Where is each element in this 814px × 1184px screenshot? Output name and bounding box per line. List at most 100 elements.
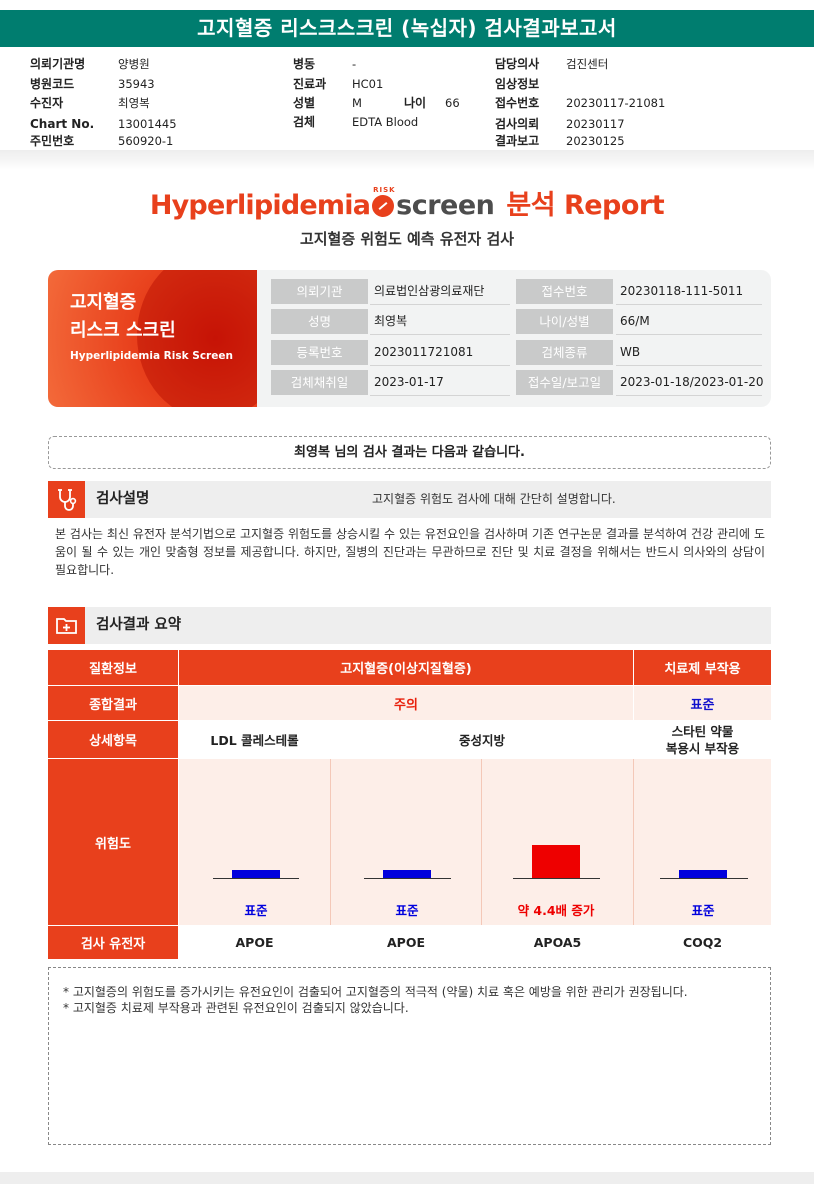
header-value-institution: 양병원 <box>118 57 150 71</box>
detail-statin-line2: 복용시 부작용 <box>665 740 740 756</box>
header-label-age: 나이 <box>404 96 427 110</box>
info-value-receipt-no: 20230118-111-5011 <box>620 284 744 298</box>
detail-statin-line1: 스타틴 약물 <box>671 723 734 739</box>
row-label-overall-result: 종합결과 <box>48 686 178 720</box>
info-value-receipt-report-date: 2023-01-18/2023-01-20 <box>620 375 764 389</box>
risk-level-label: 표준 <box>691 903 715 918</box>
header-label-ward: 병동 <box>293 57 316 71</box>
info-value-name: 최영복 <box>374 314 408 328</box>
risk-bar <box>679 870 727 878</box>
info-underline <box>370 304 510 305</box>
disease-main-header: 고지혈증(이상지질혈증) <box>179 650 633 685</box>
page-footer-band <box>0 1172 814 1184</box>
header-label-chart-no: Chart No. <box>30 117 95 131</box>
info-label-specimen-type: 검체종류 <box>516 340 613 365</box>
info-underline <box>370 334 510 335</box>
row-label-detail-items: 상세항목 <box>48 721 178 758</box>
gene-statin: COQ2 <box>634 926 771 959</box>
banner-title-line1: 고지혈증 <box>70 292 137 313</box>
header-value-resident-no: 560920-1 <box>118 134 174 148</box>
header-label-clinical-info: 임상정보 <box>495 77 540 91</box>
gene-ldl: APOE <box>179 926 330 959</box>
info-label-receipt-no: 접수번호 <box>516 279 613 304</box>
risk-bar <box>383 870 431 878</box>
section-title-summary: 검사결과 요약 <box>96 617 182 633</box>
info-label-age-sex: 나이/성별 <box>516 309 613 334</box>
header-value-report-date: 20230125 <box>566 134 625 148</box>
header-value-receipt-no: 20230117-21081 <box>566 96 666 110</box>
note-item: * 고지혈증 치료제 부작용과 관련된 유전요인이 검출되지 않았습니다. <box>63 1001 409 1015</box>
stethoscope-icon <box>48 481 85 518</box>
info-underline <box>370 365 510 366</box>
header-label-resident-no: 주민번호 <box>30 134 75 148</box>
info-label-institution: 의뢰기관 <box>271 279 368 304</box>
info-value-specimen-type: WB <box>620 345 641 359</box>
header-label-sex: 성별 <box>293 96 316 110</box>
result-greeting: 최영복 님의 검사 결과는 다음과 같습니다. <box>48 436 771 469</box>
logo-word-screen: screen <box>396 190 495 221</box>
info-underline <box>616 334 762 335</box>
logo-word-hyperlipidemia: Hyperlipidemia <box>149 190 371 221</box>
medical-folder-icon <box>48 607 85 644</box>
header-value-specimen: EDTA Blood <box>352 115 419 129</box>
risk-baseline <box>513 878 600 879</box>
banner-title-line2: 리스크 스크린 <box>70 320 176 341</box>
risk-level-label: 표준 <box>244 903 268 918</box>
overall-result-side: 표준 <box>634 686 771 720</box>
detail-ldl: LDL 콜레스테롤 <box>179 721 330 758</box>
header-label-report-date: 결과보고 <box>495 134 540 148</box>
note-item: * 고지혈증의 위험도를 증가시키는 유전요인이 검출되어 고지혈증의 적극적 … <box>63 985 688 999</box>
header-value-age: 66 <box>445 96 460 110</box>
disease-side-header: 치료제 부작용 <box>634 650 771 685</box>
banner-english-title: Hyperlipidemia Risk Screen <box>70 350 233 362</box>
header-value-hospital-code: 35943 <box>118 77 155 91</box>
header-value-sex: M <box>352 96 362 110</box>
info-value-collection-date: 2023-01-17 <box>374 375 444 389</box>
header-value-request-date: 20230117 <box>566 117 625 131</box>
risk-baseline <box>213 878 299 879</box>
info-label-receipt-report-date: 접수일/보고일 <box>516 370 613 395</box>
overall-result-main: 주의 <box>179 686 633 720</box>
header-value-doctor: 검진센터 <box>566 57 609 71</box>
header-label-hospital-code: 병원코드 <box>30 77 75 91</box>
risk-divider <box>633 759 634 925</box>
header-value-department: HC01 <box>352 77 384 91</box>
report-subtitle: 고지혈증 위험도 예측 유전자 검사 <box>299 230 515 248</box>
info-underline <box>616 365 762 366</box>
risk-divider <box>330 759 331 925</box>
header-label-doctor: 담당의사 <box>495 57 540 71</box>
risk-chart-area <box>179 759 771 925</box>
gene-tg-2: APOA5 <box>482 926 633 959</box>
banner-decoration <box>137 270 257 407</box>
row-label-risk: 위험도 <box>48 759 178 925</box>
header-label-request-date: 검사의뢰 <box>495 117 540 131</box>
header-label-department: 진료과 <box>293 77 327 91</box>
header-separator <box>0 150 814 170</box>
header-value-chart-no: 13001445 <box>118 117 177 131</box>
header-label-receipt-no: 접수번호 <box>495 96 540 110</box>
section-header-summary: 검사결과 요약 <box>48 607 771 644</box>
info-underline <box>616 395 762 396</box>
report-logo: Hyperlipidemia RISK screen 분석 Report <box>0 183 814 223</box>
test-description-text: 본 검사는 최신 유전자 분석기법으로 고지혈증 위험도를 상승시킬 수 있는 … <box>55 527 765 577</box>
info-label-collection-date: 검체채취일 <box>271 370 368 395</box>
detail-triglyceride: 중성지방 <box>331 721 633 758</box>
info-value-registration-no: 2023011721081 <box>374 345 474 359</box>
header-value-ward: - <box>352 57 357 71</box>
section-title-description: 검사설명 <box>96 491 150 507</box>
section-header-description: 검사설명 고지혈증 위험도 검사에 대해 간단히 설명합니다. <box>48 481 771 518</box>
section-note-description: 고지혈증 위험도 검사에 대해 간단히 설명합니다. <box>372 492 616 506</box>
info-value-institution: 의료법인삼광의료재단 <box>374 284 485 298</box>
risk-bar <box>532 845 580 878</box>
risk-divider <box>481 759 482 925</box>
info-label-registration-no: 등록번호 <box>271 340 368 365</box>
header-value-patient: 최영복 <box>118 96 150 110</box>
risk-bar <box>232 870 280 878</box>
gene-tg-1: APOE <box>331 926 481 959</box>
row-label-genes: 검사 유전자 <box>48 926 178 959</box>
logo-word-report: 분석 Report <box>506 190 665 221</box>
logo-risk-tag: RISK <box>373 186 396 194</box>
report-title: 고지혈증 리스크스크린 (녹십자) 검사결과보고서 <box>0 10 814 47</box>
risk-baseline <box>660 878 748 879</box>
risk-baseline <box>364 878 451 879</box>
